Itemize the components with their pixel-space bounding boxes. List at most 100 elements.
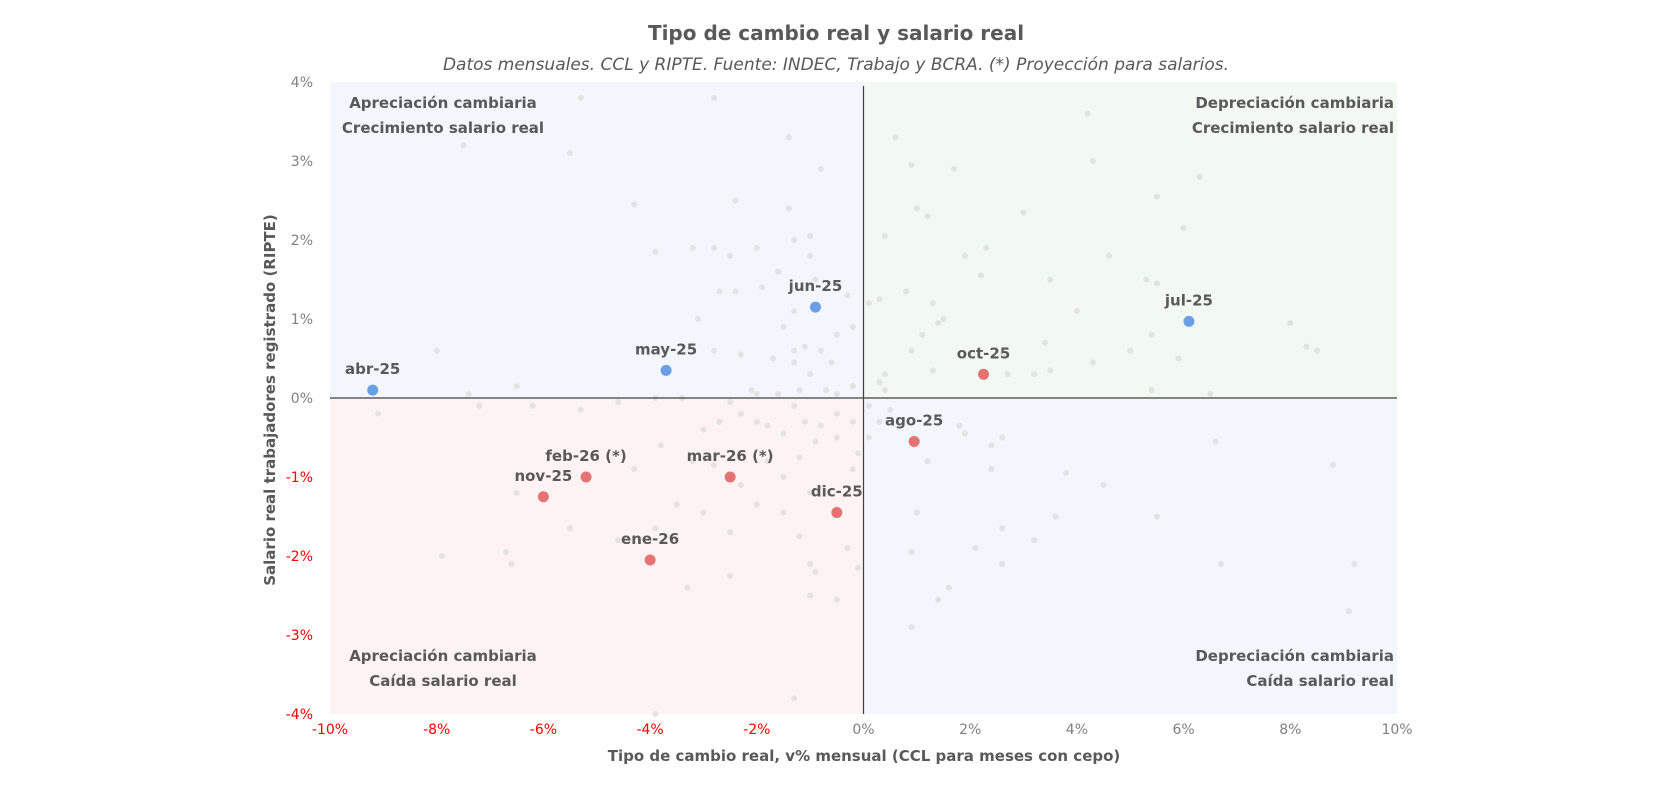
history-point <box>753 418 760 425</box>
history-point <box>433 347 440 354</box>
history-point <box>817 165 824 172</box>
history-point <box>817 347 824 354</box>
history-point <box>1105 252 1112 259</box>
history-point <box>631 466 638 473</box>
history-point <box>1303 343 1310 350</box>
history-point <box>711 244 718 251</box>
history-point <box>801 418 808 425</box>
history-point <box>1329 462 1336 469</box>
history-point <box>577 94 584 101</box>
history-point <box>1031 537 1038 544</box>
history-point <box>727 529 734 536</box>
historical-points <box>375 94 1358 717</box>
x-tick-label: 8% <box>1279 722 1301 738</box>
history-point <box>695 316 702 322</box>
history-point <box>892 134 899 141</box>
history-point <box>807 371 814 378</box>
history-point <box>833 391 840 398</box>
point-label: oct-25 <box>957 344 1010 362</box>
history-point <box>833 331 840 338</box>
history-point <box>972 545 979 552</box>
history-point <box>737 481 744 488</box>
history-point <box>849 466 856 473</box>
chart-title: Tipo de cambio real y salario real <box>648 21 1024 45</box>
history-point <box>460 142 467 149</box>
history-point <box>881 387 888 394</box>
history-point <box>828 359 835 366</box>
tick-labels: -10% -8% -6% -4% -2% 0% 2% 4% 6% 8% 10% 4% 3% 2% 1% 0% -… <box>286 75 1413 738</box>
history-point <box>908 549 915 556</box>
history-point <box>833 434 840 441</box>
quadrant-top-right-line1: Depreciación cambiaria <box>1195 94 1394 112</box>
history-point <box>924 213 931 220</box>
history-point <box>913 509 920 516</box>
history-point <box>508 560 515 567</box>
history-point <box>988 466 995 473</box>
history-point <box>529 402 536 409</box>
history-point <box>876 418 883 425</box>
history-point <box>961 252 968 259</box>
point-label: mar-26 (*) <box>687 447 774 465</box>
history-point <box>503 549 510 556</box>
history-point <box>908 624 915 631</box>
chart-subtitle: Datos mensuales. CCL y RIPTE. Fuente: IN… <box>443 55 1229 75</box>
quadrant-bg-top-left <box>330 82 864 398</box>
history-point <box>807 233 814 240</box>
history-point <box>791 695 798 702</box>
history-point <box>727 252 734 259</box>
history-point <box>977 272 984 279</box>
history-point <box>764 458 771 465</box>
history-point <box>732 197 739 204</box>
quadrant-bottom-right-line2: Caída salario real <box>1246 672 1394 690</box>
history-point <box>801 343 808 350</box>
history-point <box>887 406 894 413</box>
history-point <box>689 458 696 465</box>
y-tick-label: 0% <box>291 391 313 407</box>
history-point <box>999 434 1006 441</box>
history-point <box>1020 209 1027 216</box>
highlight-point-feb-26 <box>580 471 592 483</box>
x-tick-label: -4% <box>636 722 663 738</box>
history-point <box>1313 347 1320 354</box>
history-point <box>833 410 840 417</box>
history-point <box>817 422 824 429</box>
history-point <box>929 367 936 374</box>
y-tick-label: 2% <box>291 233 313 249</box>
x-tick-label: -2% <box>743 722 770 738</box>
highlight-point-dic-25 <box>831 507 843 519</box>
highlighted-points: abr-25 may-25 jun-25 jul-25 ago-25 oct-25 nov-… <box>345 277 1213 566</box>
history-point <box>700 426 707 433</box>
history-point <box>865 434 872 441</box>
y-tick-label: 4% <box>291 75 313 91</box>
history-point <box>753 501 760 508</box>
highlight-point-abr-25 <box>367 384 379 396</box>
history-point <box>791 347 798 354</box>
highlight-point-jun-25 <box>809 301 821 313</box>
x-tick-label: -10% <box>312 722 348 738</box>
x-tick-label: 4% <box>1066 722 1088 738</box>
history-point <box>945 584 952 591</box>
history-point <box>727 572 734 579</box>
history-point <box>983 244 990 251</box>
history-point <box>615 398 622 405</box>
history-point <box>716 418 723 425</box>
point-label: jun-25 <box>788 277 843 295</box>
history-point <box>748 387 755 394</box>
history-point <box>737 410 744 417</box>
point-label: feb-26 (*) <box>545 447 626 465</box>
history-point <box>780 323 787 330</box>
history-point <box>737 351 744 358</box>
y-tick-label: 3% <box>291 154 313 170</box>
history-point <box>881 233 888 240</box>
history-point <box>1100 481 1107 488</box>
history-point <box>855 564 862 571</box>
quadrant-top-left-line2: Crecimiento salario real <box>342 119 544 137</box>
history-point <box>999 560 1006 567</box>
history-point <box>876 379 883 386</box>
history-point <box>711 347 718 354</box>
history-point <box>807 592 814 599</box>
history-point <box>919 331 926 338</box>
history-point <box>657 442 664 449</box>
history-point <box>929 300 936 307</box>
